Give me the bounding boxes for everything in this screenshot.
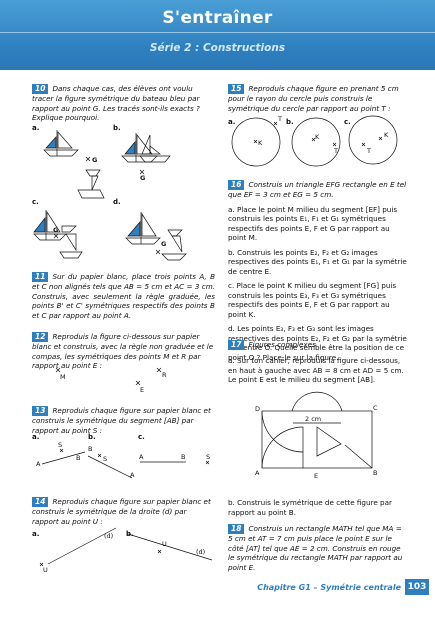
point-d-label: D [255,405,261,413]
point-k-label: K [258,139,263,147]
case-label-a: a. [32,124,40,132]
point-t-label: T [334,147,338,155]
point-k-label: K [315,133,320,141]
exercise-11: 11 Sur du papier blanc, place trois point… [32,272,215,320]
exercise-16: 16 Construis un triangle EFG rectangle en… [228,180,408,362]
case-label-b: b. [113,124,121,132]
point-e-label: E [140,386,145,394]
exercise-18: 18 Construis un rectangle MATH tel que MA… [228,524,408,572]
exercise-number: 18 [228,524,245,534]
exercise-text: Dans chaque cas, des élèves ont voulu tr… [32,84,200,122]
exercise-number: 13 [32,406,49,416]
exercise-number: 16 [228,180,245,190]
case-label-c: c. [344,118,351,126]
point-a-label: A [139,453,144,461]
point-g-label: G [53,226,59,234]
exercise-14: 14 Reproduis chaque figure sur papier bla… [32,497,215,526]
point-a-label: A [36,460,41,468]
exercise-number: 17 [228,340,245,350]
point-u-label: U [162,540,167,548]
case-label-b: b. [88,433,96,441]
exercise-number: 11 [32,272,49,282]
point-u-label: U [43,566,48,574]
exercise-text: Construis un triangle EFG rectangle en E… [228,180,407,199]
point-s-label: S [206,453,211,461]
exercise-13: 13 Reproduis chaque figure sur papier bla… [32,406,215,435]
ex16-item-b: b. Construis les points E₂, F₂ et G₂ ima… [228,247,407,276]
point-k-label: K [384,131,389,139]
exercise-text: Reproduis la figure ci-dessous sur papie… [32,332,214,370]
point-a-label: A [255,469,260,477]
point-t-label: T [367,147,371,155]
line-d-label: (d) [104,532,114,540]
case-label-d: d. [113,198,121,206]
exercise-text: Sur du papier blanc, place trois points … [32,272,215,320]
exercise-text: Construis un rectangle MATH tel que MA =… [228,524,403,572]
case-label-c: c. [138,433,145,441]
exercise-15: 15 Reproduis chaque figure en prenant 5 c… [228,84,408,113]
exercise-17: 17 Figures complexes a. Sur ton cahier, r… [228,340,408,385]
point-m-label: M [60,373,66,381]
point-g-label: G [161,240,167,248]
point-b-label: B [88,445,93,453]
exercise-text: Reproduis chaque figure sur papier blanc… [32,406,211,435]
case-label-c: c. [32,198,39,206]
point-e-label: E [314,472,319,480]
case-label-a: a. [32,530,40,538]
exercise-number: 15 [228,84,245,94]
ex16-item-a: a. Place le point M milieu du segment [E… [228,204,398,243]
point-s-label: S [103,455,108,463]
ex17-part-b: b. Construis le symétrique de cette figu… [228,498,408,517]
point-b-label: B [181,453,186,461]
dimension-label: 2 cm [305,415,322,423]
case-label-b: b. [126,530,134,538]
header-banner: S'entraîner Série 2 : Constructions [0,0,435,70]
point-b-label: B [76,454,81,462]
page-number: 103 [405,579,429,595]
chapter-title: Chapitre G1 – Symétrie centrale [257,583,401,592]
case-label-a: a. [32,433,40,441]
point-g-label: G [92,156,98,164]
point-b-label: B [373,469,378,477]
exercise-12: 12 Reproduis la figure ci-dessous sur pap… [32,332,215,371]
exercise-number: 12 [32,332,49,342]
point-t-label: T [278,115,282,123]
banner-divider [0,32,435,33]
page-title: S'entraîner [162,8,273,28]
point-a-label: A [130,471,135,479]
exercise-title: Figures complexes [248,340,316,349]
case-label-a: a. [228,118,236,126]
exercise-text: b. Construis le symétrique de cette figu… [228,498,392,517]
exercise-10: 10 Dans chaque cas, des élèves ont voulu … [32,84,215,123]
ex16-item-c: c. Place le point K milieu du segment [F… [228,281,397,319]
ex16-item-d: d. Les points E₃, F₃ et G₃ sont les imag… [228,324,407,362]
point-c-label: C [373,404,378,412]
point-g-label: G [140,174,146,182]
case-label-b: b. [286,118,294,126]
line-d-label: (d) [196,548,206,556]
point-s-label: S [58,441,63,449]
section-subtitle: Série 2 : Constructions [149,42,286,54]
exercise-number: 14 [32,497,49,507]
exercise-text: a. Sur ton cahier, reproduis la figure c… [228,356,404,384]
point-r-label: R [162,371,167,379]
exercise-text: Reproduis chaque figure en prenant 5 cm … [228,84,399,113]
exercise-number: 10 [32,84,49,94]
exercise-text: Reproduis chaque figure sur papier blanc… [32,497,211,526]
